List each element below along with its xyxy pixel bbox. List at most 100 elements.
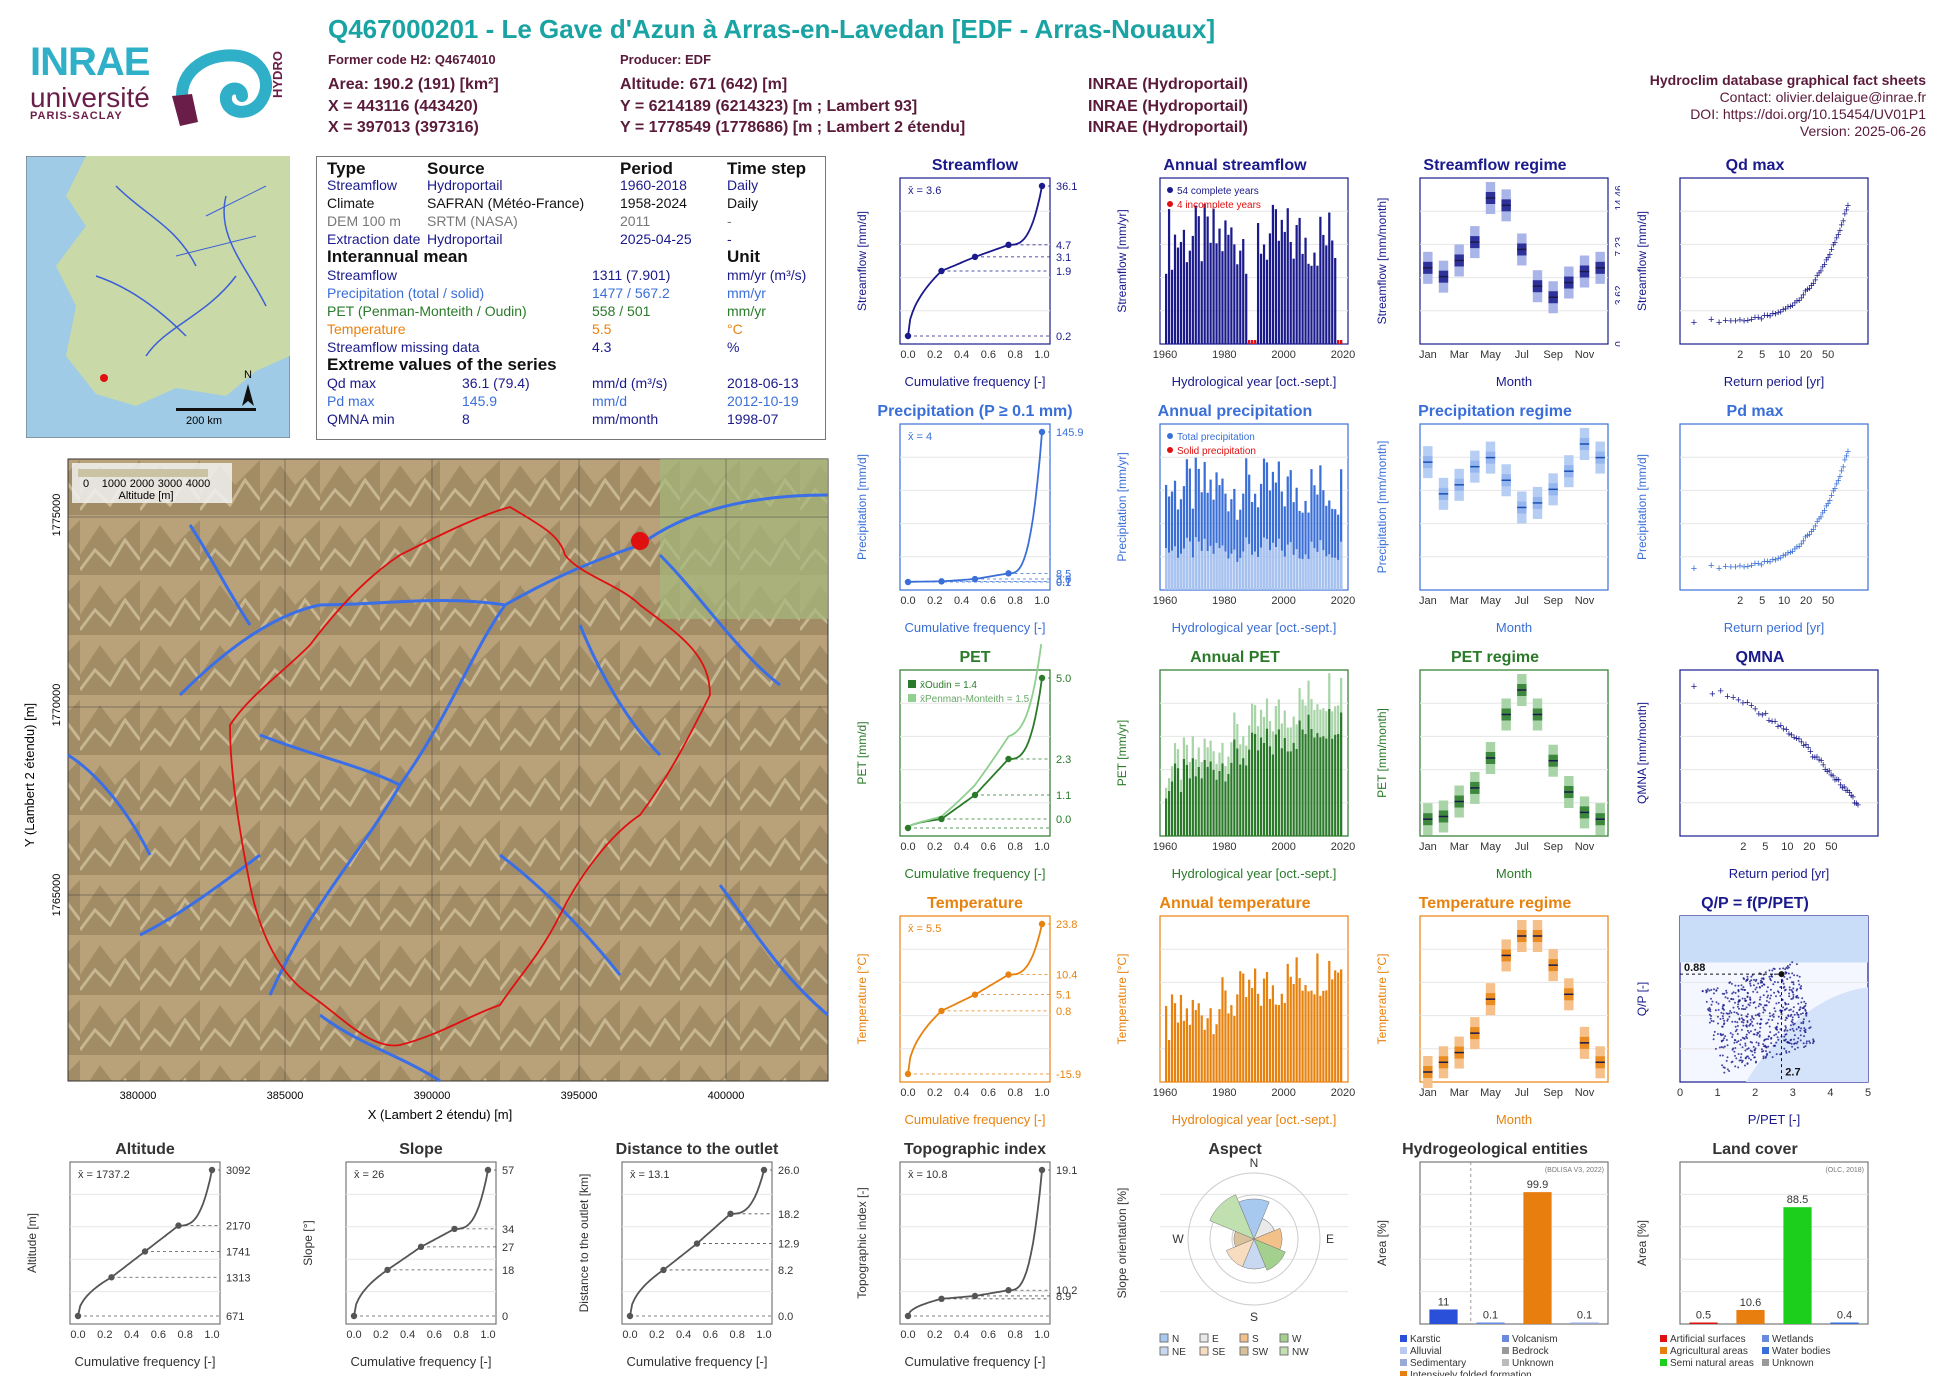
- mean-header: Interannual mean: [327, 247, 468, 266]
- qp-point: [1775, 995, 1777, 998]
- qp-point: [1765, 1050, 1767, 1053]
- year-bar: [1215, 472, 1218, 590]
- return-period-point: +: [1846, 787, 1852, 799]
- qp-point: [1788, 995, 1791, 998]
- qp-point: [1730, 997, 1733, 1000]
- quantile-label: 8.2: [778, 1265, 793, 1277]
- qp-point: [1779, 1053, 1782, 1056]
- qp-point: [1753, 1051, 1756, 1054]
- x-tick: 1.0: [756, 1329, 771, 1341]
- return-period-point: +: [1732, 561, 1738, 573]
- qp-point: [1726, 1019, 1729, 1022]
- pd-max-chart: Pd max Return period [yr] Precipitation [m…: [1635, 403, 1869, 635]
- x-tick: 0.6: [427, 1329, 442, 1341]
- qp-point: [1744, 1056, 1747, 1059]
- year-bar: [1319, 995, 1322, 1082]
- return-period-point: +: [1804, 284, 1810, 296]
- year-bar: [1286, 476, 1289, 590]
- x-tick: 50: [1822, 349, 1834, 361]
- solid-precip-bar: [1191, 557, 1194, 590]
- x-tick: May: [1480, 1087, 1501, 1099]
- qp-point: [1735, 1028, 1738, 1031]
- year-bar: [1236, 264, 1239, 344]
- return-period-point: +: [1772, 554, 1778, 566]
- pm-pet-bar: [1215, 763, 1218, 780]
- qp-point: [1709, 1010, 1712, 1013]
- qp-point: [1786, 967, 1789, 970]
- qp-point: [1773, 981, 1776, 983]
- year-bar: [1221, 478, 1224, 590]
- qp-point: [1768, 969, 1771, 972]
- plot-frame: [1419, 177, 1609, 345]
- qp-point: [1792, 987, 1795, 990]
- qp-point: [1714, 1009, 1717, 1012]
- year-bar: [1191, 758, 1194, 836]
- return-period-point: +: [1758, 559, 1764, 571]
- mean-value: 1477 / 567.2: [592, 285, 670, 301]
- return-period-point: +: [1691, 681, 1697, 693]
- qp-point: [1774, 1026, 1777, 1029]
- pm-pet-bar: [1289, 727, 1292, 752]
- year-bar: [1227, 234, 1230, 344]
- qp-point: [1793, 974, 1796, 977]
- qp-point: [1772, 1013, 1775, 1016]
- year-bar: [1298, 510, 1301, 590]
- qp-point: [1764, 1009, 1767, 1012]
- qd-max-chart: Qd max Return period [yr] Streamflow [mm/d…: [1635, 157, 1869, 389]
- extreme-name: QMNA min: [327, 411, 395, 427]
- legend-swatch: [1239, 1346, 1249, 1356]
- qp-point: [1801, 1012, 1804, 1015]
- qp-point: [1777, 1001, 1780, 1004]
- return-period-point: +: [1828, 769, 1834, 781]
- year-bar: [1289, 976, 1292, 1082]
- pm-pet-bar: [1254, 705, 1257, 734]
- qp-point: [1758, 1035, 1761, 1038]
- catchment-outline: [229, 506, 711, 1047]
- x-tick: 0.8: [1008, 349, 1023, 361]
- x-tick: 0.6: [981, 349, 996, 361]
- return-period-point: +: [1802, 286, 1808, 298]
- year-bar: [1236, 748, 1239, 836]
- year-bar: [1197, 216, 1200, 344]
- aspect-sector: [1209, 1194, 1255, 1240]
- x-tick: May: [1480, 349, 1501, 361]
- chart-title: Q/P = f(P/PET): [1701, 895, 1809, 912]
- bar-label: 0.1: [1483, 1310, 1498, 1322]
- x-axis-label: Cumulative frequency [-]: [75, 1354, 216, 1369]
- row-source: SRTM (NASA): [427, 213, 518, 229]
- year-bar: [1179, 241, 1183, 344]
- year-bar: [1173, 480, 1177, 590]
- solid-precip-bar: [1277, 538, 1280, 590]
- return-period-point: +: [1732, 315, 1738, 327]
- year-bar: [1337, 972, 1340, 1082]
- qp-point: [1758, 986, 1761, 988]
- qp-point: [1785, 1050, 1788, 1052]
- bar-label: 0.1: [1577, 1310, 1592, 1322]
- university-logo: université: [30, 82, 150, 113]
- x-tick: 1960: [1153, 1087, 1177, 1099]
- return-period-point: +: [1691, 563, 1697, 575]
- qp-point: [1761, 984, 1764, 987]
- annual-temp-chart: Annual temperature Hydrological year [oct…: [1115, 895, 1355, 1127]
- x-tick: Mar: [1450, 595, 1469, 607]
- return-period-point: +: [1809, 751, 1815, 763]
- qp-point: [1713, 988, 1715, 991]
- solid-precip-bar: [1328, 554, 1331, 590]
- qp-point: [1788, 1009, 1791, 1012]
- qp-point: [1712, 1020, 1715, 1023]
- qp-point: [1734, 1054, 1736, 1057]
- qp-point: [1739, 1043, 1742, 1046]
- bar-label: 10.6: [1740, 1297, 1761, 1309]
- return-period-point: +: [1730, 692, 1736, 704]
- qp-point: [1718, 1046, 1721, 1049]
- return-period-point: +: [1839, 782, 1845, 794]
- year-bar: [1242, 493, 1245, 590]
- return-period-point: +: [1835, 475, 1841, 487]
- area: Area: 190.2 (191) [km²]: [328, 76, 499, 93]
- year-bar: [1301, 253, 1304, 344]
- return-period-point: +: [1783, 724, 1789, 736]
- qp-point: [1788, 988, 1791, 991]
- x-tick: 20: [1800, 595, 1812, 607]
- quantile-label: 27: [502, 1242, 514, 1254]
- year-bar: [1280, 219, 1283, 344]
